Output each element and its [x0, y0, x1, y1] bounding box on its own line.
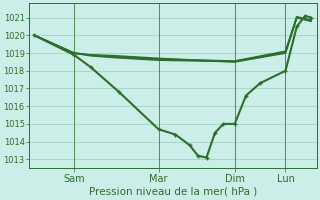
X-axis label: Pression niveau de la mer( hPa ): Pression niveau de la mer( hPa ) [89, 187, 257, 197]
